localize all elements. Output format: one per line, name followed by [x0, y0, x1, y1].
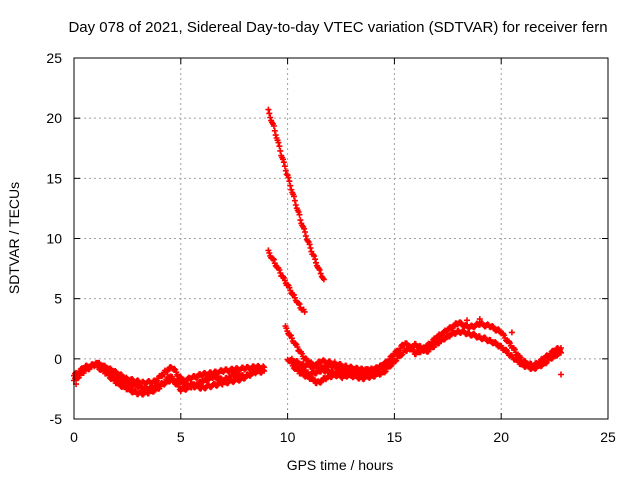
series-outliers: [73, 316, 564, 388]
series-marks: [92, 359, 248, 392]
y-tick-label: 20: [46, 110, 62, 126]
series-track-d: [265, 106, 327, 283]
y-tick-label: 25: [46, 50, 62, 66]
y-tick-label: 0: [54, 351, 62, 367]
data-points: [71, 106, 564, 398]
chart-title: Day 078 of 2021, Sidereal Day-to-day VTE…: [68, 19, 607, 36]
series-marks: [265, 106, 327, 283]
x-tick-label: 5: [177, 429, 185, 445]
y-tick-label: 5: [54, 291, 62, 307]
y-axis-ticks: -5 0 5 10 15 20 25: [46, 50, 608, 427]
y-axis-label: SDTVAR / TECUs: [6, 182, 22, 294]
x-tick-label: 10: [280, 429, 296, 445]
x-tick-label: 25: [600, 429, 616, 445]
y-tick-label: 15: [46, 170, 62, 186]
x-axis-label: GPS time / hours: [287, 457, 394, 473]
x-tick-label: 0: [70, 429, 78, 445]
series-marks: [288, 355, 376, 375]
x-tick-label: 15: [387, 429, 403, 445]
y-tick-label: -5: [50, 411, 63, 427]
y-tick-label: 10: [46, 231, 62, 247]
x-axis-ticks: 0 5 10 15 20 25: [70, 58, 616, 445]
x-tick-label: 20: [493, 429, 509, 445]
series-marks: [73, 316, 564, 388]
series-track-e: [265, 247, 308, 315]
series-track-c: [92, 359, 248, 392]
series-marks: [265, 247, 308, 315]
series-track-i: [288, 355, 376, 375]
